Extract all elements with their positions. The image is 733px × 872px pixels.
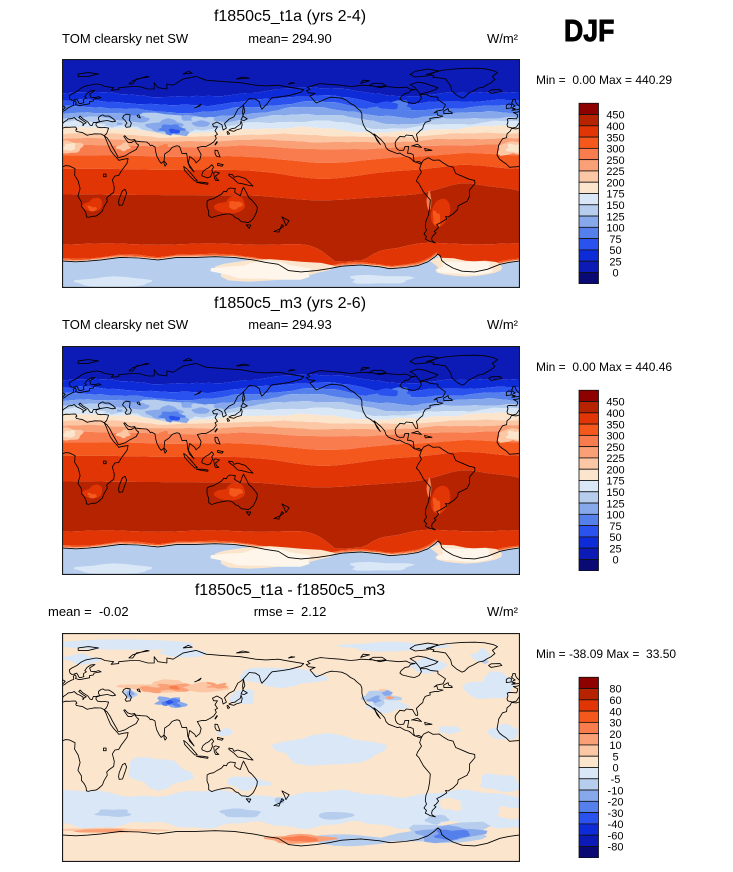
svg-text:200: 200 — [606, 178, 624, 190]
svg-text:75: 75 — [609, 234, 621, 246]
svg-text:175: 175 — [606, 475, 624, 487]
svg-text:0: 0 — [612, 762, 618, 774]
svg-text:225: 225 — [606, 166, 624, 178]
svg-text:300: 300 — [606, 144, 624, 156]
svg-text:-80: -80 — [607, 841, 623, 853]
svg-text:-20: -20 — [607, 796, 623, 808]
svg-text:80: 80 — [609, 684, 621, 696]
svg-text:250: 250 — [606, 442, 624, 454]
svg-text:450: 450 — [606, 110, 624, 122]
svg-text:25: 25 — [609, 543, 621, 555]
svg-text:60: 60 — [609, 695, 621, 707]
svg-text:0: 0 — [612, 268, 618, 280]
svg-text:300: 300 — [606, 430, 624, 442]
svg-text:100: 100 — [606, 509, 624, 521]
svg-text:350: 350 — [606, 133, 624, 145]
svg-text:75: 75 — [609, 521, 621, 533]
svg-text:40: 40 — [609, 706, 621, 718]
svg-text:30: 30 — [609, 717, 621, 729]
svg-text:450: 450 — [606, 397, 624, 409]
svg-text:125: 125 — [606, 498, 624, 510]
svg-text:20: 20 — [609, 729, 621, 741]
svg-text:-60: -60 — [607, 830, 623, 842]
svg-text:-5: -5 — [610, 774, 620, 786]
svg-text:350: 350 — [606, 419, 624, 431]
svg-text:150: 150 — [606, 200, 624, 212]
svg-text:250: 250 — [606, 155, 624, 167]
svg-text:-10: -10 — [607, 785, 623, 797]
svg-text:0: 0 — [612, 554, 618, 566]
svg-text:400: 400 — [606, 121, 624, 133]
svg-text:200: 200 — [606, 464, 624, 476]
svg-text:-30: -30 — [607, 808, 623, 820]
svg-text:10: 10 — [609, 740, 621, 752]
svg-text:225: 225 — [606, 453, 624, 465]
svg-text:50: 50 — [609, 532, 621, 544]
svg-text:150: 150 — [606, 487, 624, 499]
svg-text:400: 400 — [606, 408, 624, 420]
svg-text:50: 50 — [609, 245, 621, 257]
svg-text:25: 25 — [609, 257, 621, 269]
svg-text:100: 100 — [606, 223, 624, 235]
svg-text:5: 5 — [612, 751, 618, 763]
svg-text:175: 175 — [606, 189, 624, 201]
svg-text:125: 125 — [606, 212, 624, 224]
svg-text:-40: -40 — [607, 819, 623, 831]
